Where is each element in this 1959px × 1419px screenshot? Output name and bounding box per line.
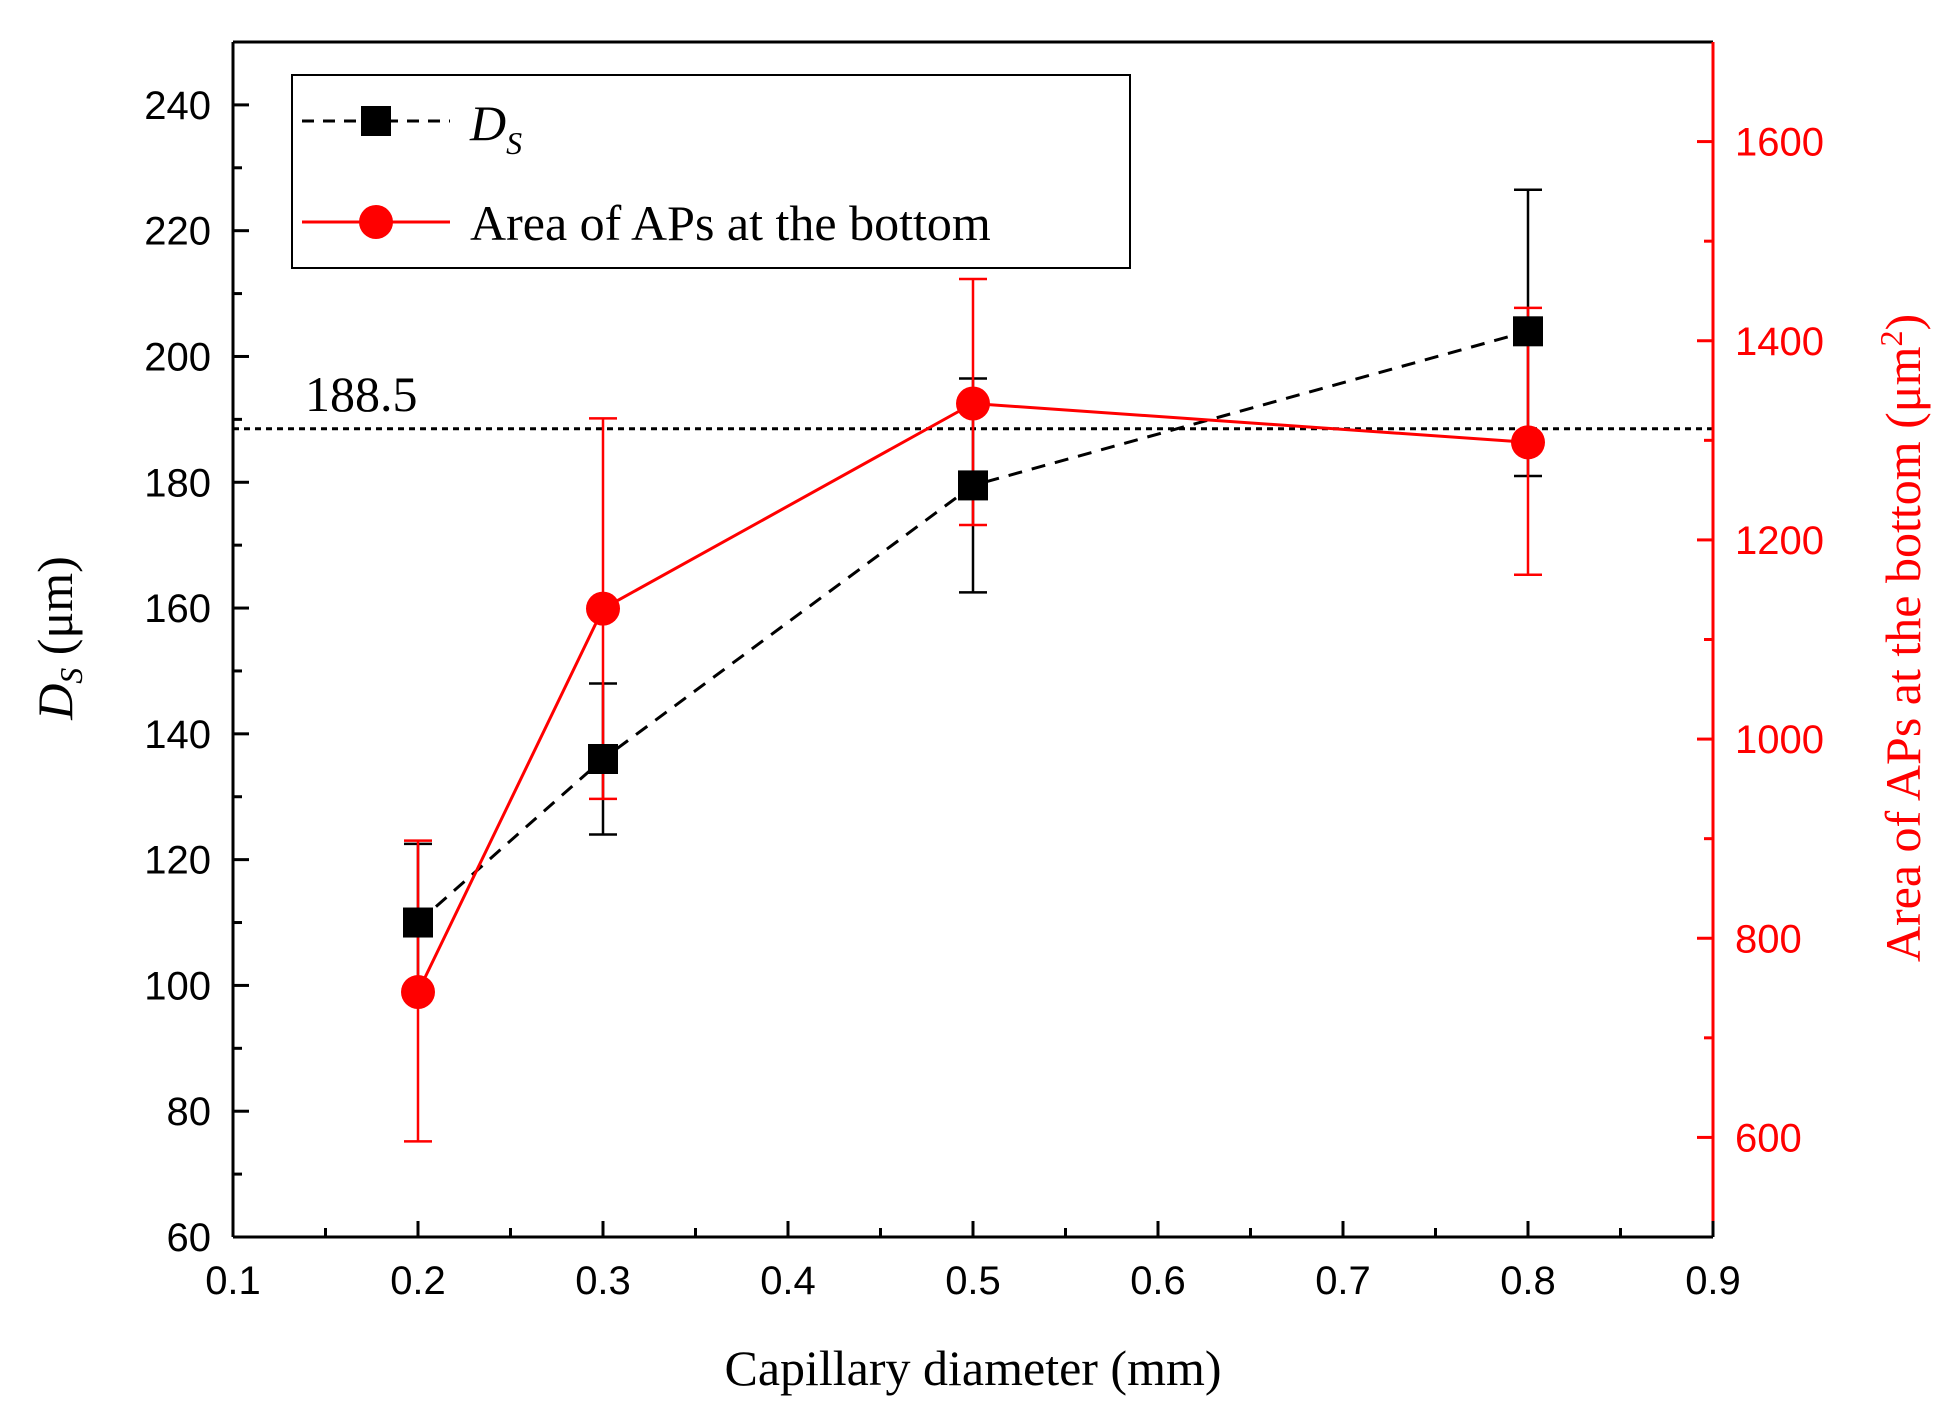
x-tick-label-1: 0.2 — [390, 1259, 446, 1303]
marker-circle-2 — [956, 386, 990, 421]
x-tick-label-5: 0.6 — [1130, 1259, 1186, 1303]
left-tick-label-5: 160 — [144, 587, 211, 631]
legend: DS Area of APs at the bottom — [291, 74, 1131, 269]
legend-label-area: Area of APs at the bottom — [470, 195, 991, 251]
marker-square-0 — [403, 907, 433, 938]
x-tick-label-4: 0.5 — [945, 1259, 1001, 1303]
legend-marker-square — [361, 106, 391, 136]
right-tick-label-3: 1200 — [1735, 519, 1824, 563]
right-axis-title: Area of APs at the bottom (μm2) — [1873, 314, 1931, 962]
x-tick-label-2: 0.3 — [575, 1259, 631, 1303]
right-tick-label-5: 1600 — [1735, 121, 1824, 165]
legend-box — [291, 74, 1131, 269]
x-tick-label-6: 0.7 — [1315, 1259, 1371, 1303]
legend-label-ds: DS — [469, 95, 522, 161]
axes-layer: 0.1 0.2 0.3 0.4 0.5 0.6 0.7 0.8 0.9 60 80 100 120 140… — [144, 40, 1824, 1303]
reference-line-label: 188.5 — [305, 366, 418, 422]
left-tick-label-2: 100 — [144, 964, 211, 1008]
left-tick-label-6: 180 — [144, 461, 211, 505]
x-tick-label-3: 0.4 — [760, 1259, 816, 1303]
right-tick-label-1: 800 — [1735, 917, 1802, 961]
svg-text:DS (μm): DS (μm) — [27, 556, 89, 721]
x-axis-title: Capillary diameter (mm) — [724, 1340, 1221, 1396]
marker-square-1 — [588, 744, 618, 774]
left-tick-label-3: 120 — [144, 839, 211, 883]
series-layer — [401, 188, 1545, 1143]
x-tick-label-8: 0.9 — [1685, 1259, 1741, 1303]
marker-square-2 — [958, 470, 988, 501]
right-tick-label-4: 1400 — [1735, 320, 1824, 364]
marker-circle-0 — [401, 975, 435, 1010]
left-tick-label-8: 220 — [144, 210, 211, 254]
right-tick-label-0: 600 — [1735, 1116, 1802, 1160]
left-tick-label-7: 200 — [144, 335, 211, 379]
left-tick-label-9: 240 — [144, 84, 211, 128]
left-axis-title: DS (μm) — [27, 556, 89, 721]
legend-marker-circle — [359, 205, 393, 239]
x-tick-label-0: 0.1 — [205, 1259, 261, 1303]
marker-circle-1 — [586, 591, 620, 626]
marker-square-3 — [1513, 316, 1543, 347]
marker-circle-3 — [1511, 425, 1545, 460]
right-tick-label-2: 1000 — [1735, 718, 1824, 762]
series-line-1 — [416, 401, 1529, 993]
left-tick-label-1: 80 — [167, 1090, 212, 1134]
left-tick-label-4: 140 — [144, 713, 211, 757]
left-tick-label-0: 60 — [167, 1216, 212, 1260]
svg-text:Area of APs at the bottom (μm2: Area of APs at the bottom (μm2) — [1873, 314, 1931, 962]
x-tick-label-7: 0.8 — [1500, 1259, 1556, 1303]
series-line-0 — [417, 329, 1529, 924]
